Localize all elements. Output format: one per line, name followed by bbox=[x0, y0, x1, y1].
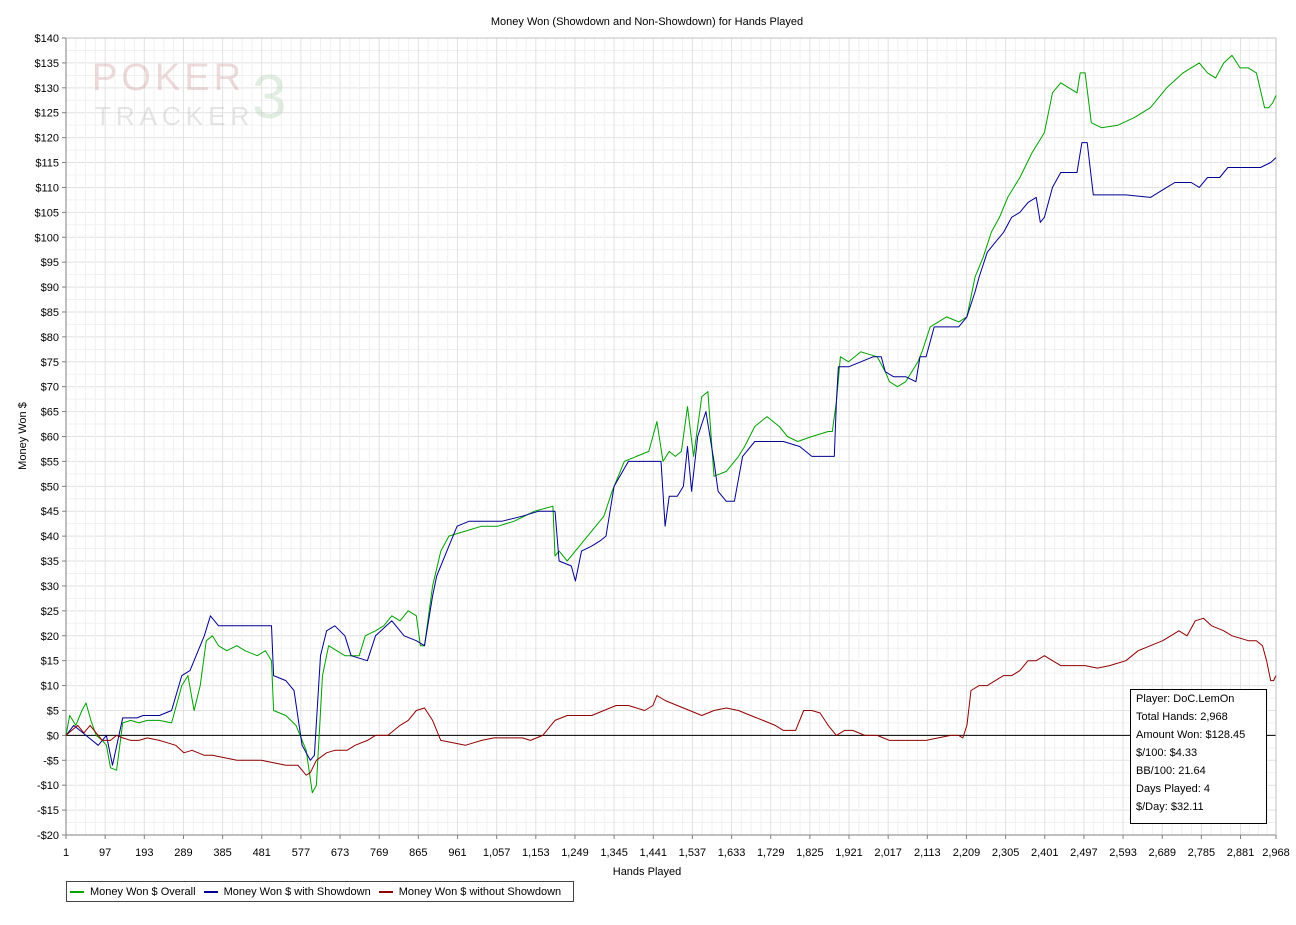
y-tick-label: $50 bbox=[41, 481, 59, 493]
x-tick-label: 1,537 bbox=[679, 847, 707, 859]
series-line-non-showdown bbox=[65, 617, 1277, 776]
y-tick-label: -$20 bbox=[37, 830, 59, 842]
stats-amount-won: Amount Won: $128.45 bbox=[1136, 729, 1246, 741]
logo-word-poker: POKER bbox=[92, 57, 245, 99]
y-tick-label: $80 bbox=[41, 332, 59, 344]
y-tick-label: $45 bbox=[41, 506, 59, 518]
stats-bb-per-100: BB/100: 21.64 bbox=[1136, 765, 1206, 777]
logo-digit: 3 bbox=[252, 63, 286, 132]
x-tick-label: 289 bbox=[174, 847, 192, 859]
y-tick-label: $125 bbox=[35, 108, 59, 120]
x-tick-label: 385 bbox=[213, 847, 231, 859]
grid bbox=[65, 37, 1277, 836]
y-tick-label: $25 bbox=[41, 606, 59, 618]
player-stats-box: Player: DoC.LemOn Total Hands: 2,968 Amo… bbox=[1130, 689, 1267, 824]
y-tick-label: $65 bbox=[41, 407, 59, 419]
y-tick-label: $115 bbox=[35, 158, 59, 170]
y-tick-label: $130 bbox=[35, 83, 59, 95]
series-line-showdown bbox=[65, 142, 1277, 766]
stats-total-hands: Total Hands: 2,968 bbox=[1136, 711, 1228, 723]
y-tick-label: $70 bbox=[41, 382, 59, 394]
stats-per-day: $/Day: $32.11 bbox=[1136, 801, 1204, 813]
y-tick-label: $105 bbox=[35, 207, 59, 219]
x-tick-label: 2,401 bbox=[1031, 847, 1059, 859]
x-tick-label: 1,345 bbox=[600, 847, 628, 859]
y-tick-label: $90 bbox=[41, 282, 59, 294]
series-line-overall bbox=[65, 54, 1277, 794]
x-tick-label: 1,729 bbox=[757, 847, 785, 859]
legend-label-non-showdown: Money Won $ without Showdown bbox=[398, 885, 562, 898]
legend-swatch-showdown bbox=[203, 890, 218, 893]
legend-item-showdown: Money Won $ with Showdown bbox=[203, 885, 371, 898]
chart-title: Money Won (Showdown and Non-Showdown) fo… bbox=[491, 16, 803, 28]
legend-swatch-non-showdown bbox=[378, 890, 393, 893]
x-tick-label: 1,057 bbox=[483, 847, 511, 859]
y-tick-label: $40 bbox=[41, 531, 59, 543]
x-tick-label: 2,881 bbox=[1227, 847, 1255, 859]
x-tick-label: 2,305 bbox=[992, 847, 1020, 859]
y-axis-label: Money Won $ bbox=[17, 402, 29, 470]
y-tick-label: $95 bbox=[41, 257, 59, 269]
y-tick-label: $5 bbox=[47, 705, 59, 717]
series-lines bbox=[65, 54, 1277, 794]
y-tick-label: $20 bbox=[41, 631, 59, 643]
x-axis-label: Hands Played bbox=[613, 866, 682, 878]
legend-label-overall: Money Won $ Overall bbox=[90, 885, 196, 898]
stats-player: Player: DoC.LemOn bbox=[1136, 693, 1235, 705]
legend-label-showdown: Money Won $ with Showdown bbox=[223, 885, 371, 898]
y-tick-label: -$5 bbox=[43, 755, 59, 767]
x-tick-label: 2,689 bbox=[1148, 847, 1176, 859]
x-tick-label: 1,249 bbox=[561, 847, 589, 859]
axes: -$20 -$15 -$10 -$5 $0 $5 $10 $15 $20 $25 $30 $35 $40… bbox=[35, 33, 1290, 859]
legend-item-overall: Money Won $ Overall bbox=[70, 886, 196, 898]
x-tick-label: 673 bbox=[331, 847, 349, 859]
legend: Money Won $ Overall Money Won $ with Sho… bbox=[66, 881, 575, 902]
x-tick-label: 1,633 bbox=[718, 847, 746, 859]
y-tick-label: -$10 bbox=[37, 780, 59, 792]
y-tick-label: $100 bbox=[35, 232, 59, 244]
x-tick-label: 1,441 bbox=[639, 847, 667, 859]
x-tick-label: 193 bbox=[135, 847, 153, 859]
x-tick-label: 961 bbox=[448, 847, 466, 859]
x-tick-label: 2,017 bbox=[874, 847, 902, 859]
x-tick-label: 865 bbox=[409, 847, 427, 859]
y-tick-label: $75 bbox=[41, 357, 59, 369]
y-tick-label: $140 bbox=[35, 33, 59, 45]
x-tick-label: 1,153 bbox=[522, 847, 550, 859]
x-tick-label: 97 bbox=[99, 847, 111, 859]
x-tick-label: 2,593 bbox=[1109, 847, 1137, 859]
y-tick-label: -$15 bbox=[37, 805, 59, 817]
legend-item-non-showdown: Money Won $ without Showdown bbox=[378, 885, 562, 898]
y-tick-label: $60 bbox=[41, 432, 59, 444]
y-tick-label: $120 bbox=[35, 133, 59, 145]
x-tick-label: 2,968 bbox=[1262, 847, 1290, 859]
y-tick-label: $110 bbox=[35, 182, 59, 194]
y-tick-label: $10 bbox=[41, 681, 59, 693]
x-tick-label: 2,785 bbox=[1188, 847, 1216, 859]
y-tick-label: $85 bbox=[41, 307, 59, 319]
x-tick-label: 1,825 bbox=[796, 847, 824, 859]
x-tick-label: 769 bbox=[370, 847, 388, 859]
x-tick-label: 577 bbox=[292, 847, 310, 859]
x-tick-label: 2,209 bbox=[953, 847, 981, 859]
y-tick-label: $55 bbox=[41, 456, 59, 468]
stats-per-100: $/100: $4.33 bbox=[1136, 747, 1198, 759]
x-tick-label: 2,113 bbox=[914, 847, 941, 859]
y-tick-label: $0 bbox=[47, 730, 59, 742]
legend-swatch-overall bbox=[70, 890, 84, 893]
y-tick-label: $30 bbox=[41, 581, 59, 593]
y-tick-label: $135 bbox=[35, 58, 59, 70]
y-tick-label: $15 bbox=[41, 656, 59, 668]
y-tick-label: $35 bbox=[41, 556, 59, 568]
x-tick-label: 481 bbox=[253, 847, 271, 859]
x-tick-label: 1,921 bbox=[835, 847, 863, 859]
x-tick-label: 1 bbox=[63, 847, 69, 859]
logo-word-tracker: TRACKER bbox=[95, 101, 254, 131]
poker-tracker-logo: POKER TRACKER 3 bbox=[92, 57, 286, 132]
stats-days-played: Days Played: 4 bbox=[1136, 783, 1210, 795]
x-tick-label: 2,497 bbox=[1070, 847, 1098, 859]
